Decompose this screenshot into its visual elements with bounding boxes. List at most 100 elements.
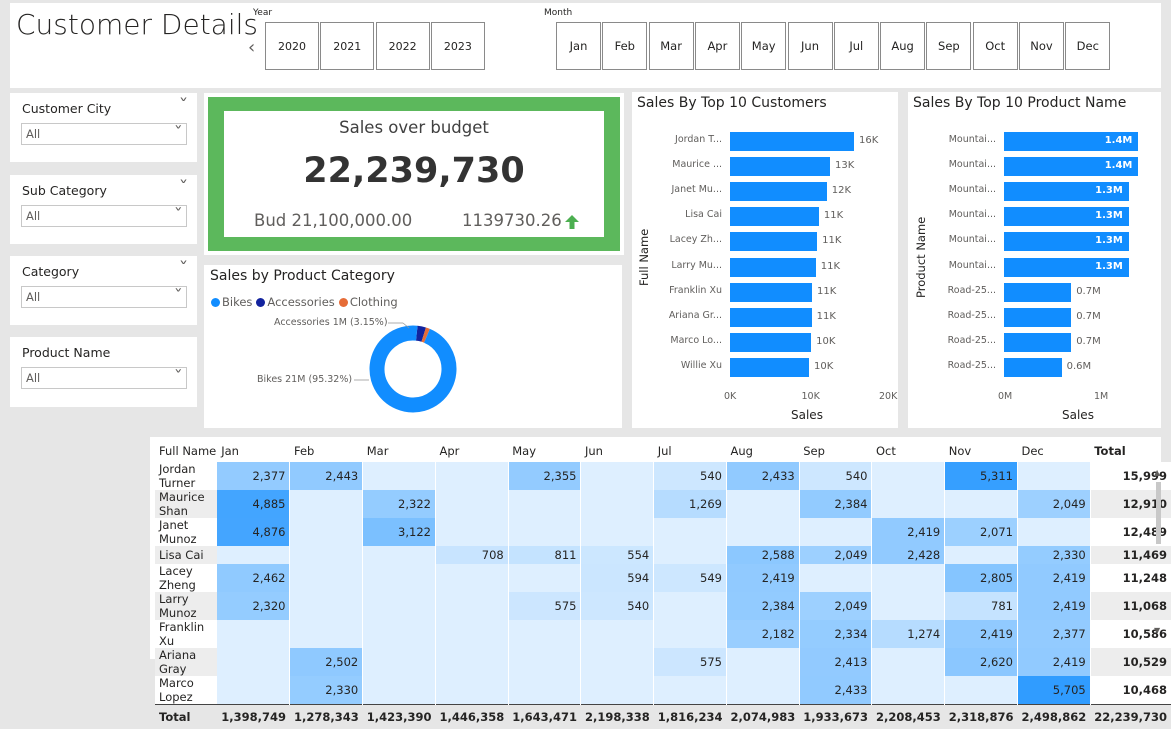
legend-item-bikes[interactable]: Bikes: [211, 295, 252, 309]
month-tile-jun[interactable]: Jun: [787, 22, 833, 70]
bar[interactable]: [1004, 307, 1072, 327]
table-row[interactable]: Ariana Gray 2,502 575 2,413 2,620 2,419 10,529: [155, 648, 1171, 677]
month-tile-dec[interactable]: Dec: [1065, 22, 1111, 70]
column-header[interactable]: Oct: [875, 444, 896, 458]
chevron-down-icon[interactable]: ˅: [178, 97, 189, 113]
legend-dot-icon: [338, 298, 348, 307]
product-name-dropdown[interactable]: All ˅: [21, 367, 187, 389]
bar[interactable]: [1004, 157, 1139, 177]
month-tile-jan[interactable]: Jan: [556, 22, 601, 70]
cell-value: 549: [653, 564, 727, 593]
month-tile-jul[interactable]: Jul: [833, 22, 879, 70]
sub-category-dropdown[interactable]: All ˅: [21, 205, 187, 227]
table-row[interactable]: Jordan Turner 2,377 2,443 2,355 540 2,433 540 5…: [155, 462, 1171, 490]
category-label: Road-25...: [947, 309, 996, 321]
bar[interactable]: [1004, 282, 1072, 302]
month-tile-oct[interactable]: Oct: [972, 22, 1018, 70]
bar[interactable]: [1004, 207, 1129, 227]
total-value: 2,208,453: [871, 704, 945, 729]
cell-value: 594: [580, 564, 655, 593]
customer-city-dropdown[interactable]: All ˅: [21, 123, 187, 145]
bar[interactable]: [730, 332, 812, 352]
month-tile-sep[interactable]: Sep: [926, 22, 972, 70]
table-row[interactable]: Franklin Xu 2,182 2,334 1,274 2,419 2,377 10,5…: [155, 620, 1171, 649]
table-row[interactable]: Janet Munoz 4,876 3,122 2,419 2,071 12,489: [155, 518, 1171, 546]
legend-label: Bikes: [222, 295, 253, 309]
cell-value: [653, 620, 727, 649]
data-label: 13K: [835, 160, 855, 172]
column-header[interactable]: Apr: [439, 444, 460, 458]
donut-slice-bikes[interactable]: [369, 325, 457, 413]
cell-value: 2,377: [1017, 620, 1091, 649]
chevron-down-icon[interactable]: ˅: [178, 260, 189, 276]
table-row[interactable]: Maurice Shan 4,885 2,322 1,269 2,384 2,049 12,…: [155, 490, 1171, 518]
bar[interactable]: [730, 207, 819, 227]
legend-item-accessories[interactable]: Accessories: [256, 295, 335, 309]
column-header[interactable]: Total: [1094, 444, 1126, 458]
bar[interactable]: [1004, 257, 1129, 277]
bar[interactable]: [1004, 132, 1139, 151]
cell-value: [871, 490, 946, 518]
data-label: 10K: [816, 335, 836, 347]
bar[interactable]: [1004, 232, 1129, 252]
cell-value: [580, 490, 655, 518]
table-row[interactable]: Lacey Zheng 2,462 594 549 2,419 2,805 2,419 11,…: [155, 564, 1171, 593]
chevron-left-icon[interactable]: ‹: [248, 37, 256, 58]
column-header[interactable]: Jul: [657, 444, 672, 458]
column-header[interactable]: Mar: [366, 444, 389, 458]
category-dropdown[interactable]: All ˅: [21, 286, 187, 308]
row-name: Lisa Cai: [155, 546, 218, 565]
chevron-down-icon[interactable]: ˅: [178, 179, 189, 195]
cell-value: 2,320: [217, 592, 291, 621]
cell-value: [580, 620, 655, 649]
legend-item-clothing[interactable]: Clothing: [338, 295, 398, 309]
bar[interactable]: [730, 257, 816, 277]
donut-slice-accessories[interactable]: [369, 325, 457, 413]
column-header[interactable]: Sep: [803, 444, 825, 458]
column-header[interactable]: Nov: [948, 444, 972, 458]
column-header[interactable]: Dec: [1021, 444, 1044, 458]
category-slicer: Category ˅ All ˅: [10, 256, 197, 325]
legend-dot-icon: [211, 298, 220, 307]
column-header[interactable]: Jan: [221, 444, 239, 458]
year-tile-2021[interactable]: 2021: [320, 22, 375, 70]
column-header[interactable]: Feb: [293, 444, 315, 458]
cell-value: 2,334: [799, 620, 873, 649]
bar[interactable]: [730, 282, 813, 302]
column-header[interactable]: Aug: [730, 444, 753, 458]
bar[interactable]: [730, 232, 818, 252]
column-header[interactable]: Jun: [584, 444, 603, 458]
customer-city-slicer: Customer City ˅ All ˅: [10, 93, 197, 162]
table-row[interactable]: Larry Munoz 2,320 575 540 2,384 2,049 781 2,419…: [155, 592, 1171, 621]
year-tile-2022[interactable]: 2022: [375, 22, 430, 70]
month-tile-aug[interactable]: Aug: [880, 22, 926, 70]
bar[interactable]: [730, 357, 810, 377]
month-tile-may[interactable]: May: [741, 22, 787, 70]
year-tile-2020[interactable]: 2020: [265, 22, 319, 70]
bar[interactable]: [1004, 332, 1072, 352]
cell-value: [362, 462, 436, 490]
bar[interactable]: [730, 132, 854, 151]
table-row[interactable]: Lisa Cai 708 811 554 2,588 2,049 2,428 2,330 11,…: [155, 546, 1171, 565]
month-tile-apr[interactable]: Apr: [694, 22, 740, 70]
month-tile-mar[interactable]: Mar: [648, 22, 694, 70]
cell-value: 2,502: [289, 648, 364, 677]
matrix-scrollbar[interactable]: ▲ ▼: [1154, 468, 1161, 635]
bar[interactable]: [730, 307, 812, 327]
bar[interactable]: [1004, 182, 1129, 202]
total-value: 1,643,471: [508, 704, 581, 729]
bar[interactable]: [730, 182, 827, 202]
column-header[interactable]: Full Name: [159, 444, 217, 458]
cell-value: [435, 676, 509, 705]
cell-value: 811: [508, 546, 582, 565]
month-tile-nov[interactable]: Nov: [1019, 22, 1064, 70]
kpi-frame: Sales over budget 22,239,730 Bud 21,100,…: [208, 97, 620, 251]
table-row[interactable]: Marco Lopez 2,330 2,433 5,705 10,468: [155, 676, 1171, 705]
cell-value: [289, 564, 364, 593]
cell-value: 2,419: [1017, 648, 1091, 677]
year-tile-2023[interactable]: 2023: [430, 22, 485, 70]
bar[interactable]: [730, 157, 831, 177]
column-header[interactable]: May: [512, 444, 537, 458]
month-tile-feb[interactable]: Feb: [602, 22, 648, 70]
bar[interactable]: [1004, 357, 1062, 377]
